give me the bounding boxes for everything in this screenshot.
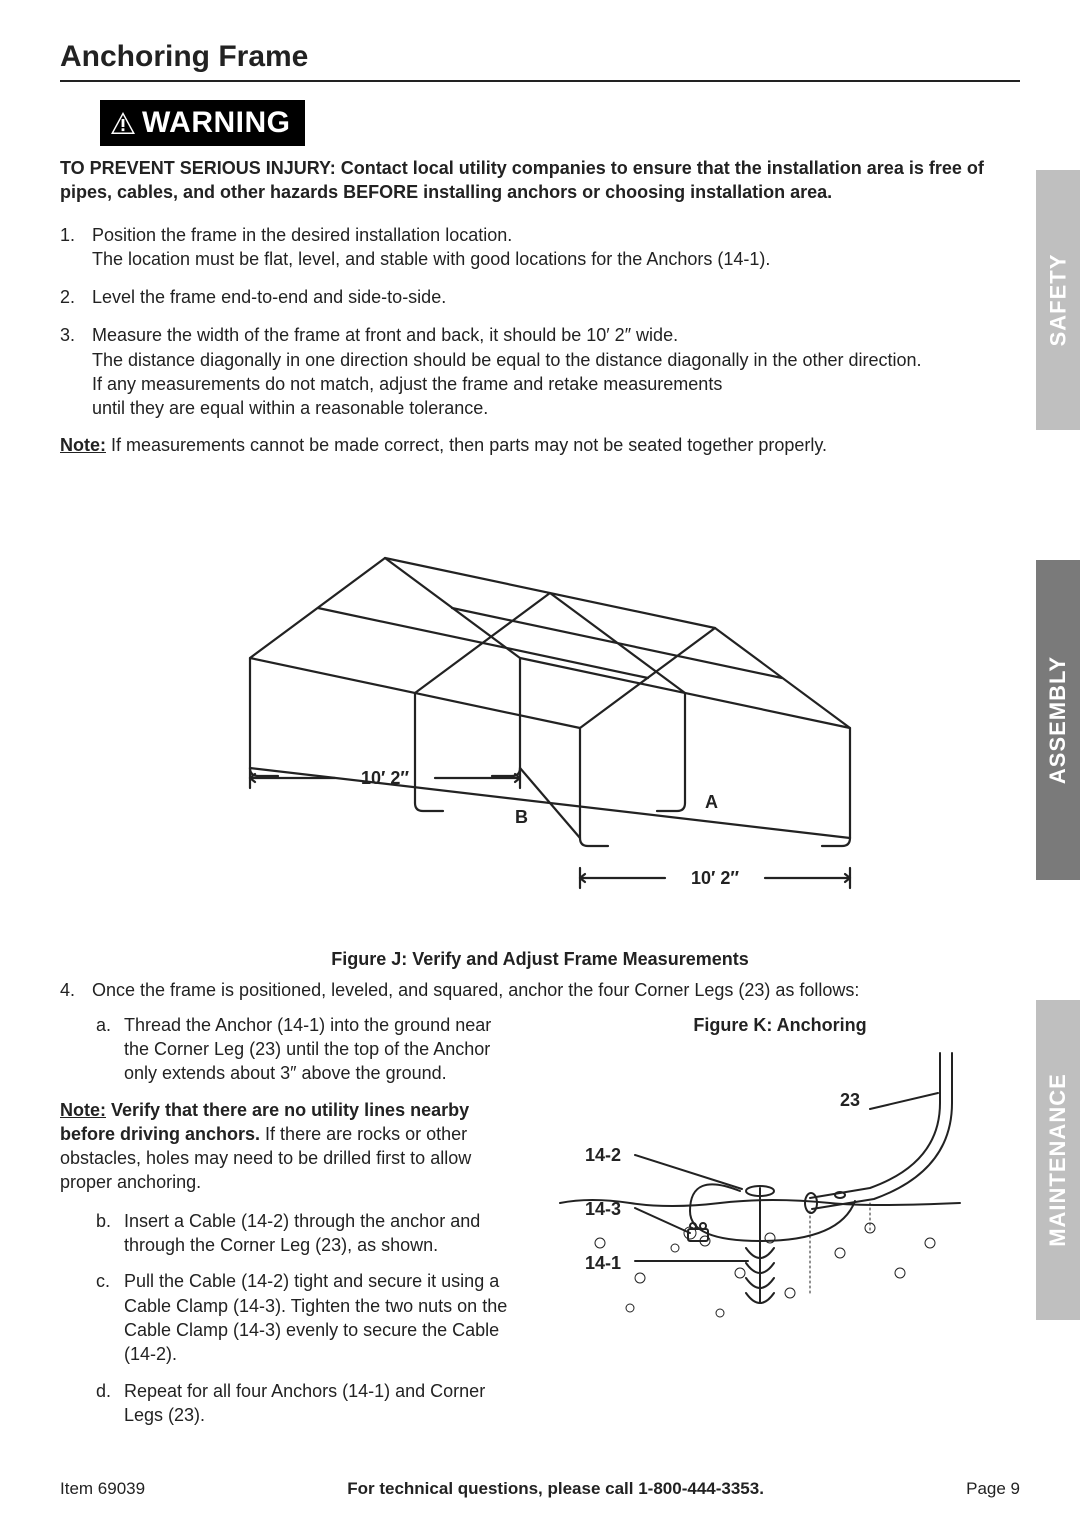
label-14-1: 14-1 [585,1251,621,1275]
step-text: The distance diagonally in one direction… [92,348,922,372]
step-text: The location must be flat, level, and st… [92,247,770,271]
footer-center: For technical questions, please call 1-8… [347,1479,764,1499]
label-23: 23 [840,1088,860,1112]
dim-front: 10′ 2″ [361,768,409,788]
substep-text: Insert a Cable (14-2) through the anchor… [124,1209,520,1258]
step-1: 1. Position the frame in the desired ins… [60,223,1020,272]
note-label: Note: [60,435,106,455]
substep-letter: a. [96,1013,124,1086]
step-text: Once the frame is positioned, leveled, a… [92,980,859,1001]
lower-right: Figure K: Anchoring [540,1013,1020,1439]
step-text: Position the frame in the desired instal… [92,223,770,247]
step-num: 2. [60,285,92,309]
lower-left: a. Thread the Anchor (14-1) into the gro… [60,1013,540,1439]
note-2: Note: Verify that there are no utility l… [60,1098,520,1195]
figure-k-caption: Figure K: Anchoring [540,1013,1020,1037]
note-text: If measurements cannot be made correct, … [106,435,827,455]
note-label: Note: [60,1100,106,1120]
warning-body: TO PREVENT SERIOUS INJURY: Contact local… [60,156,1020,205]
section-title: Anchoring Frame [60,40,1020,74]
substep-text: Repeat for all four Anchors (14-1) and C… [124,1379,520,1428]
step-num: 1. [60,223,92,272]
substep-d: d. Repeat for all four Anchors (14-1) an… [60,1379,520,1428]
side-tabs: SAFETY ASSEMBLY MAINTENANCE [1036,0,1080,1527]
warning-label-text: WARNING [142,106,291,140]
divider [60,80,1020,82]
step-4: 4. Once the frame is positioned, leveled… [60,980,1020,1001]
steps-list: 1. Position the frame in the desired ins… [60,223,1020,421]
label-14-3: 14-3 [585,1197,621,1221]
footer: Item 69039 For technical questions, plea… [60,1479,1020,1499]
warning-triangle-icon [110,111,136,135]
figure-k: 23 14-2 14-3 14-1 [540,1043,1020,1363]
note-1: Note: If measurements cannot be made cor… [60,435,1020,456]
tab-assembly: ASSEMBLY [1036,560,1080,880]
warning-banner: WARNING [100,100,305,146]
lower-columns: a. Thread the Anchor (14-1) into the gro… [60,1013,1020,1439]
step-2: 2. Level the frame end-to-end and side-t… [60,285,1020,309]
substep-c: c. Pull the Cable (14-2) tight and secur… [60,1269,520,1366]
tab-label: ASSEMBLY [1045,656,1071,784]
substep-letter: d. [96,1379,124,1428]
anchoring-diagram [540,1043,980,1343]
step-num: 4. [60,980,92,1001]
figure-j: 10′ 2″ 10′ 2″ A B [60,468,1020,943]
substep-b: b. Insert a Cable (14-2) through the anc… [60,1209,520,1258]
step-num: 3. [60,323,92,420]
label-14-2: 14-2 [585,1143,621,1167]
dim-back: 10′ 2″ [691,868,739,888]
substep-text: Pull the Cable (14-2) tight and secure i… [124,1269,520,1366]
tab-safety: SAFETY [1036,170,1080,430]
frame-diagram: 10′ 2″ 10′ 2″ A B [160,468,920,938]
figure-j-caption: Figure J: Verify and Adjust Frame Measur… [60,949,1020,970]
step-3: 3. Measure the width of the frame at fro… [60,323,1020,420]
step-text: Level the frame end-to-end and side-to-s… [92,285,446,309]
footer-right: Page 9 [966,1479,1020,1499]
footer-left: Item 69039 [60,1479,145,1499]
step-text: Measure the width of the frame at front … [92,323,922,347]
substep-letter: b. [96,1209,124,1258]
page: Anchoring Frame WARNING TO PREVENT SERIO… [0,0,1080,1527]
label-b: B [515,807,528,827]
tab-maintenance: MAINTENANCE [1036,1000,1080,1320]
step-text: until they are equal within a reasonable… [92,396,922,420]
label-a: A [705,792,718,812]
substep-letter: c. [96,1269,124,1366]
substep-a: a. Thread the Anchor (14-1) into the gro… [60,1013,520,1086]
tab-label: SAFETY [1045,254,1071,347]
tab-label: MAINTENANCE [1045,1073,1071,1247]
step-text: If any measurements do not match, adjust… [92,372,922,396]
substep-text: Thread the Anchor (14-1) into the ground… [124,1013,520,1086]
